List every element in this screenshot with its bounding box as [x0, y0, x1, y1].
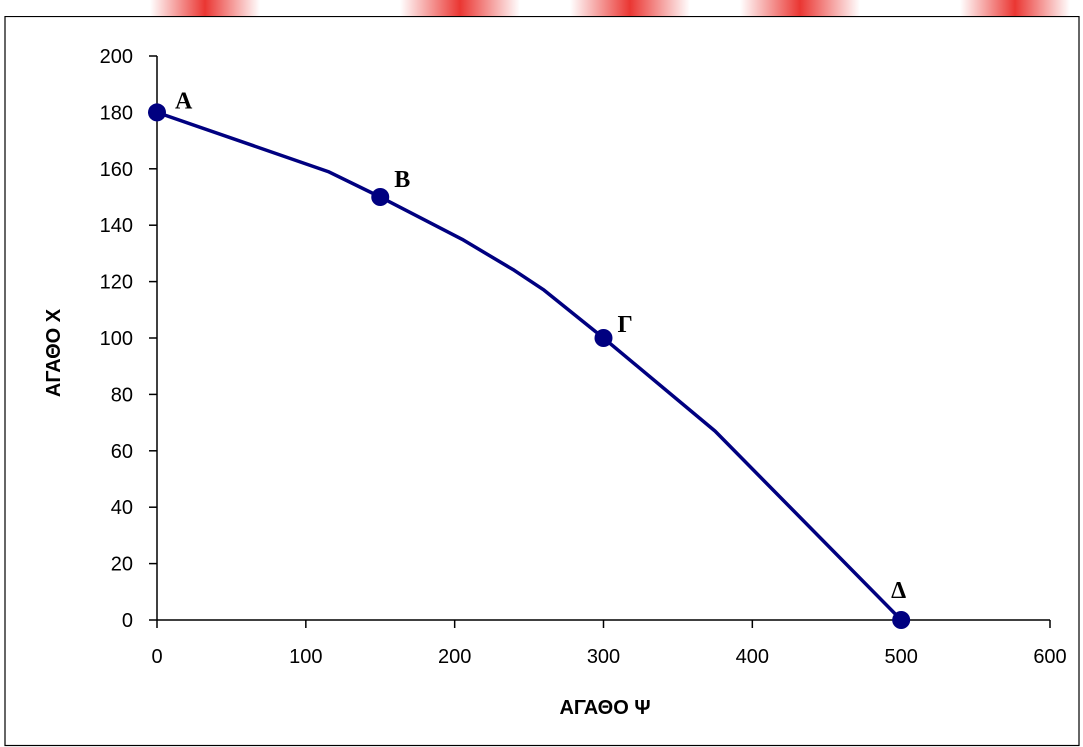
y-axis-title: ΑΓΑΘΟ Χ — [43, 308, 65, 397]
y-axis-ticks: 0 20 40 60 80 100 120 140 160 180 200 — [100, 46, 157, 632]
y-tick-label: 40 — [111, 497, 133, 519]
ppf-curve — [156, 110, 903, 622]
point-markers: Α Β Γ Δ — [148, 88, 911, 629]
point-label: Γ — [618, 312, 633, 338]
x-tick-label: 300 — [587, 646, 620, 668]
chart-border — [4, 16, 1080, 747]
chart-area: 0 20 40 60 80 100 120 140 160 180 200 0 100 200 300 40… — [0, 16, 1083, 747]
x-axis-ticks: 0 100 200 300 400 500 600 — [151, 620, 1067, 668]
y-tick-label: 0 — [122, 610, 133, 632]
y-tick-label: 180 — [100, 102, 133, 124]
y-tick-label: 140 — [100, 215, 133, 237]
point-marker — [148, 103, 166, 122]
y-tick-label: 60 — [111, 441, 133, 463]
point-marker — [371, 188, 390, 206]
x-tick-label: 500 — [884, 646, 917, 668]
point-label: Δ — [891, 578, 906, 604]
point-marker — [892, 611, 911, 629]
stripe-graphic — [0, 0, 1083, 16]
production-possibilities-chart: 0 20 40 60 80 100 120 140 160 180 200 0 100 200 300 40… — [4, 16, 1080, 747]
y-tick-label: 160 — [100, 159, 133, 181]
x-tick-label: 0 — [151, 646, 162, 668]
y-tick-label: 20 — [111, 554, 133, 576]
y-tick-label: 120 — [100, 272, 133, 294]
x-tick-label: 600 — [1033, 646, 1066, 668]
series-line — [156, 110, 903, 622]
x-tick-label: 100 — [289, 646, 322, 668]
x-tick-label: 200 — [438, 646, 471, 668]
y-tick-label: 200 — [100, 46, 133, 68]
x-tick-label: 400 — [736, 646, 769, 668]
point-marker — [594, 329, 613, 347]
point-label: Β — [394, 167, 410, 193]
y-tick-label: 100 — [100, 328, 133, 350]
point-label: Α — [175, 88, 193, 114]
x-axis-title: ΑΓΑΘΟ Ψ — [559, 697, 650, 719]
top-decorative-stripe — [0, 0, 1083, 16]
y-tick-label: 80 — [111, 384, 133, 406]
